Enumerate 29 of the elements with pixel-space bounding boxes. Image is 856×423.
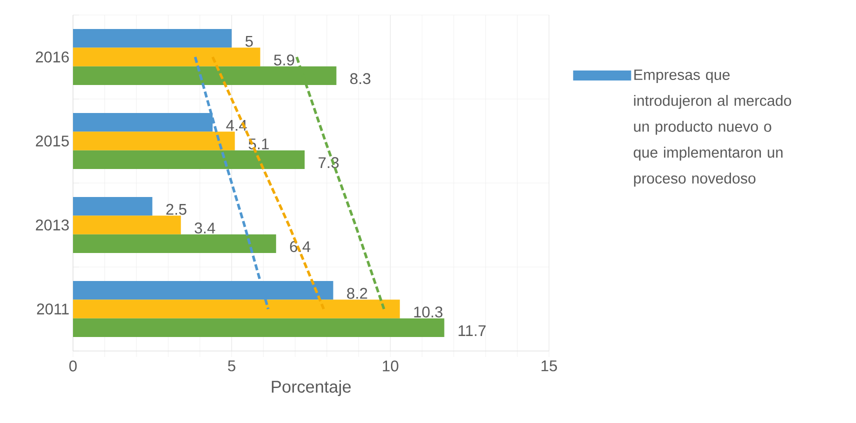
bar bbox=[73, 318, 444, 337]
bar bbox=[73, 29, 232, 48]
y-tick-label: 2015 bbox=[36, 136, 69, 146]
data-label: 2.5 bbox=[166, 204, 186, 215]
x-tick-label: 10 bbox=[382, 360, 398, 372]
y-tick-label: 2013 bbox=[36, 220, 69, 230]
data-label: 8.3 bbox=[350, 73, 370, 84]
data-label: 3.4 bbox=[194, 222, 216, 234]
x-tick-label: 5 bbox=[228, 360, 236, 372]
data-label: 8.2 bbox=[347, 288, 368, 299]
bar bbox=[73, 216, 181, 234]
bar bbox=[73, 234, 276, 253]
data-label: 7.3 bbox=[318, 157, 339, 168]
y-tick-label: 2016 bbox=[36, 52, 69, 62]
data-label: 5 bbox=[245, 36, 253, 47]
data-label: 10.3 bbox=[414, 306, 442, 318]
bar bbox=[73, 150, 305, 169]
data-label: 11.7 bbox=[458, 325, 486, 336]
x-tick-label: 15 bbox=[542, 360, 557, 372]
y-tick-label: 2011 bbox=[37, 304, 69, 314]
bar bbox=[73, 300, 400, 318]
data-label: 6.4 bbox=[290, 241, 310, 252]
bar bbox=[73, 48, 260, 66]
bar bbox=[73, 197, 152, 216]
x-axis-title: Porcentaje bbox=[272, 380, 351, 396]
legend-label: Empresas que introdujeron al mercado un producto nuevo o que implementaron un proceso novedoso bbox=[634, 70, 792, 187]
x-tick-label: 0 bbox=[69, 360, 77, 372]
bar bbox=[73, 132, 235, 150]
data-label: 5.9 bbox=[274, 54, 294, 66]
